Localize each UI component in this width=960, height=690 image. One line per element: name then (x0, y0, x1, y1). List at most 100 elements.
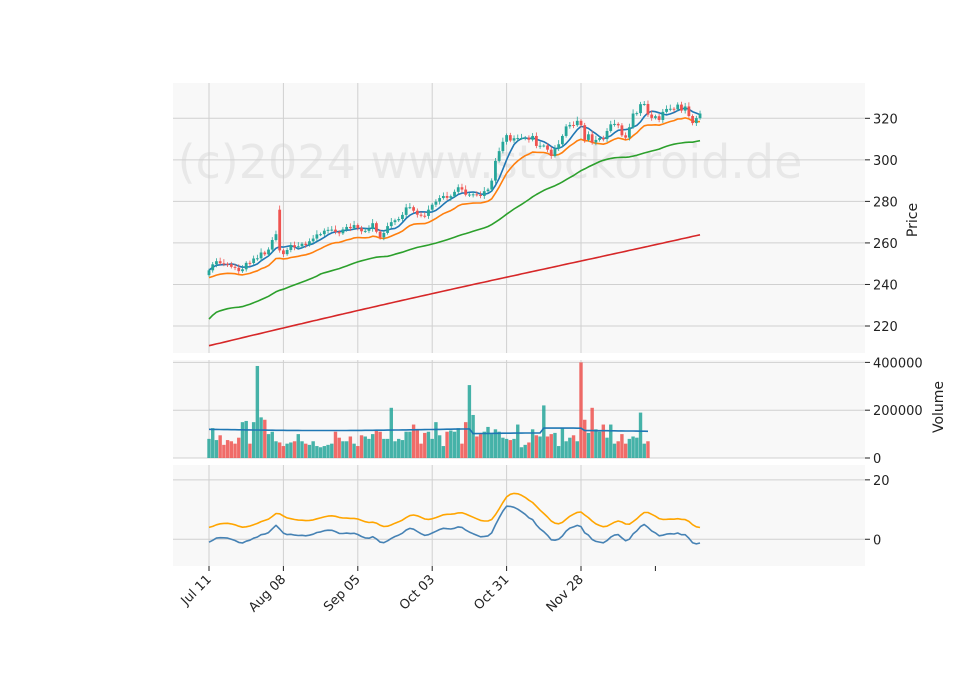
candle-body (453, 191, 456, 197)
volume-bar (504, 438, 509, 458)
candle-body (274, 234, 278, 241)
candle-body (635, 113, 639, 115)
volume-bar (635, 437, 639, 458)
candle-body (456, 187, 460, 192)
volume-bar (337, 437, 341, 458)
candle-body (419, 214, 423, 216)
candle-body (512, 138, 516, 141)
candle-body (553, 148, 557, 156)
candle-body (579, 120, 583, 126)
volume-bar (512, 438, 516, 458)
candle-body (222, 263, 226, 265)
candle-body (315, 234, 319, 239)
volume-bar (363, 436, 367, 458)
candle-body (375, 223, 378, 232)
volume-bar (501, 437, 505, 458)
volume-bar (519, 447, 524, 458)
volume-bar (478, 434, 483, 458)
volume-bar (609, 424, 613, 458)
volume-bar (330, 443, 334, 458)
volume-bar (583, 419, 587, 458)
volume-bar (475, 436, 479, 458)
volume-bar (326, 444, 330, 458)
candle-body (620, 125, 624, 136)
volume-bar (426, 431, 431, 458)
volume-bar (318, 447, 323, 458)
volume-bar (229, 441, 234, 458)
candle-body (657, 116, 661, 120)
volume-bar (240, 422, 245, 458)
volume-bar (575, 441, 579, 458)
volume-bar (623, 443, 628, 458)
candle-body (382, 232, 386, 238)
candle-body (408, 207, 412, 209)
candle-body (479, 194, 482, 196)
volume-bar (222, 444, 226, 458)
candle-body (598, 138, 601, 140)
volume-tick-label: 200000 (873, 404, 923, 419)
candle-body (252, 258, 256, 264)
volume-bar (482, 431, 486, 458)
volume-bar (579, 362, 583, 458)
volume-bar (638, 412, 643, 458)
candle-body (360, 228, 363, 232)
candle-body (218, 261, 222, 264)
volume-bar (270, 431, 274, 458)
volume-bar (389, 407, 393, 458)
volume-bar (560, 428, 565, 458)
candle-body (572, 124, 575, 126)
volume-bar (545, 436, 550, 458)
watermark: (c)2024 www.stockoroid.de (178, 135, 803, 189)
volume-bar (527, 442, 531, 458)
candle-body (676, 104, 680, 110)
x-tick-label: Aug 08 (246, 572, 289, 615)
candle-body (434, 201, 438, 205)
candle-body (267, 249, 270, 255)
volume-bar (404, 431, 408, 458)
candle-body (330, 229, 334, 231)
volume-bar (274, 441, 278, 458)
volume-bar (530, 429, 535, 458)
volume-bar (259, 417, 263, 458)
candle-body (430, 204, 434, 210)
candle-body (609, 124, 613, 131)
sma-200-line (208, 234, 701, 347)
volume-tick-label: 0 (873, 452, 881, 467)
candle-body (650, 114, 654, 118)
volume-bar (251, 422, 256, 458)
volume-bar (456, 428, 460, 458)
candle-body (367, 228, 371, 231)
candle-body (691, 116, 694, 124)
candle-body (415, 210, 419, 215)
volume-bar (359, 435, 364, 458)
candle-body (616, 123, 620, 126)
volume-bar (374, 430, 379, 458)
volume-bar (646, 441, 650, 458)
volume-bar (542, 405, 546, 458)
candle-body (531, 135, 535, 140)
candle-body (389, 222, 393, 227)
candle-body (393, 220, 397, 223)
candle-body (378, 231, 382, 238)
volume-bar (333, 431, 338, 458)
volume-bar (490, 434, 494, 458)
candle-body (244, 262, 248, 270)
candle-body (445, 195, 449, 198)
candle-body (497, 151, 501, 161)
candle-body (341, 229, 345, 234)
volume-bar (586, 432, 591, 458)
volume-bar (556, 446, 561, 458)
candle-body (397, 219, 401, 221)
price-panel-bg (173, 83, 865, 353)
x-tick-label: Jul 11 (178, 572, 215, 609)
candle-body (568, 124, 572, 127)
volume-bar (382, 438, 386, 458)
oscillator-panel-bg (173, 465, 865, 566)
candle-body (687, 106, 691, 117)
volume-bar (620, 434, 624, 458)
candle-body (594, 139, 598, 143)
x-tick-label: Oct 03 (397, 572, 438, 613)
candle-body (337, 231, 341, 234)
volume-bar (449, 430, 453, 458)
candle-body (289, 245, 293, 250)
